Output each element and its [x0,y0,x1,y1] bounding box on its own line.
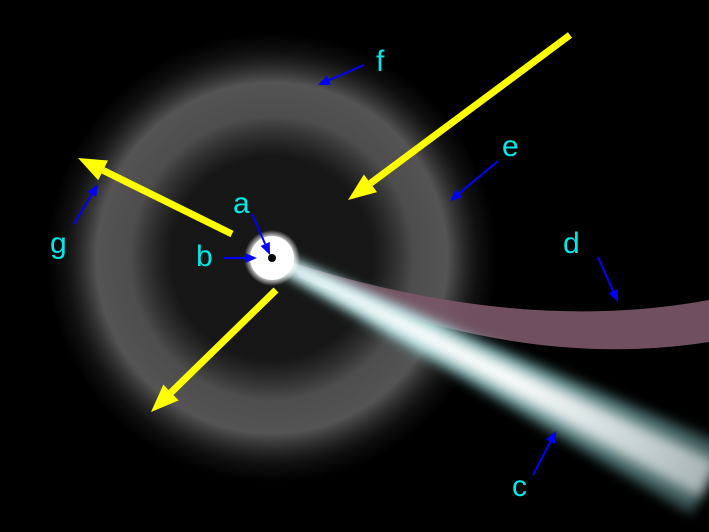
comet-diagram: abcdefg [0,0,709,532]
callout-arrows [0,0,709,532]
